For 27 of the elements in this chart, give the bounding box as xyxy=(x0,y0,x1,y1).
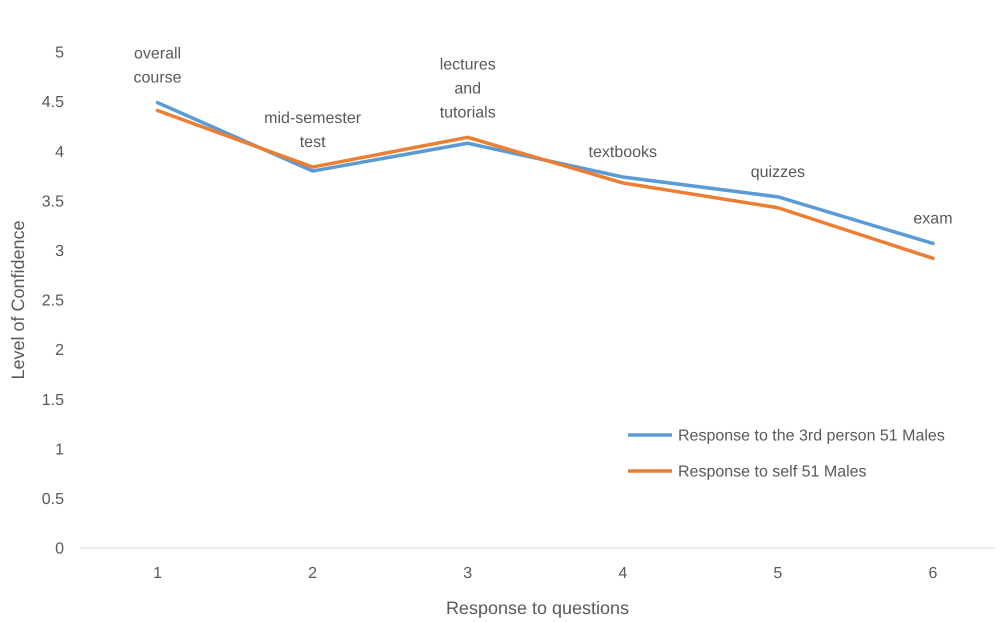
x-tick-label: 5 xyxy=(773,565,782,582)
y-tick-label: 0.5 xyxy=(42,491,64,508)
y-tick-label: 2.5 xyxy=(42,292,64,310)
y-tick-label: 1.5 xyxy=(42,392,64,409)
x-axis-title: Response to questions xyxy=(446,598,630,618)
y-tick-label: 4.5 xyxy=(42,94,64,112)
y-tick-label: 1 xyxy=(55,441,64,458)
x-tick-label: 1 xyxy=(153,565,162,582)
annotation: quizzes xyxy=(750,164,806,181)
annotation: lectures and tutorials xyxy=(440,56,496,122)
x-tick-label: 2 xyxy=(308,565,318,582)
y-axis-title: Level of Confidence xyxy=(8,220,28,380)
annotation: exam xyxy=(913,210,953,228)
x-tick-label: 3 xyxy=(463,565,472,582)
legend-label: Response to self 51 Males xyxy=(678,464,867,481)
y-tick-label: 2 xyxy=(55,342,64,360)
x-tick-label: 6 xyxy=(928,565,938,582)
y-tick-label: 3.5 xyxy=(42,193,64,210)
y-tick-label: 4 xyxy=(55,144,64,161)
legend-label: Response to the 3rd person 51 Males xyxy=(678,428,945,445)
annotation: textbooks xyxy=(588,144,658,161)
x-tick-label: 4 xyxy=(618,565,628,582)
y-tick-label: 5 xyxy=(55,44,64,62)
y-tick-label: 0 xyxy=(55,540,64,558)
y-tick-label: 3 xyxy=(55,243,64,260)
annotation: overall course xyxy=(134,46,182,87)
annotation: mid-semester test xyxy=(264,110,362,152)
